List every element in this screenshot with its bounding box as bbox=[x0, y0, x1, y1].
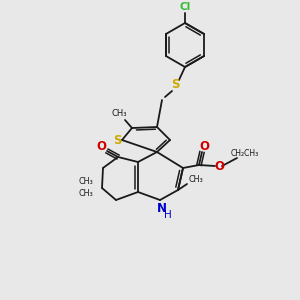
Text: Cl: Cl bbox=[179, 2, 191, 12]
Text: CH₃: CH₃ bbox=[189, 175, 203, 184]
Text: S: S bbox=[113, 134, 121, 146]
Text: CH₃: CH₃ bbox=[111, 109, 127, 118]
Text: O: O bbox=[214, 160, 224, 172]
Text: CH₃: CH₃ bbox=[79, 190, 93, 199]
Text: O: O bbox=[199, 140, 209, 152]
Text: N: N bbox=[157, 202, 167, 214]
Text: O: O bbox=[96, 140, 106, 152]
Text: S: S bbox=[171, 79, 179, 92]
Text: CH₃: CH₃ bbox=[79, 178, 93, 187]
Text: H: H bbox=[164, 210, 172, 220]
Text: CH₂CH₃: CH₂CH₃ bbox=[231, 149, 259, 158]
